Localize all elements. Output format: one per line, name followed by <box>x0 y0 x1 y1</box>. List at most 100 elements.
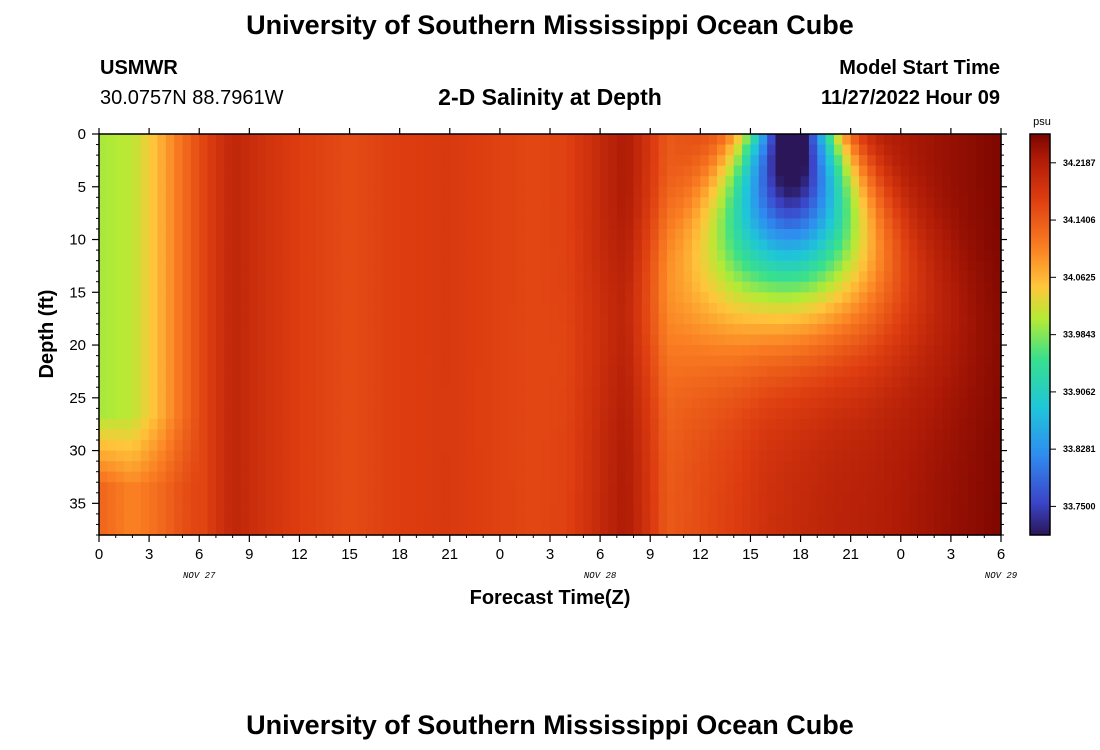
heatmap-cell <box>783 503 793 515</box>
heatmap-cell <box>833 155 843 167</box>
heatmap-cell <box>767 418 777 431</box>
heatmap-cell <box>608 239 618 251</box>
heatmap-cell <box>291 482 301 494</box>
heatmap-cell <box>767 450 777 462</box>
heatmap-cell <box>165 207 175 220</box>
heatmap-cell <box>625 250 635 262</box>
heatmap-cell <box>115 250 125 262</box>
heatmap-cell <box>115 524 125 536</box>
heatmap-cell <box>282 260 292 272</box>
heatmap-cell <box>959 197 969 209</box>
heatmap-cell <box>466 197 476 209</box>
heatmap-cell <box>942 239 952 251</box>
heatmap-cell <box>717 144 726 156</box>
heatmap-cell <box>349 228 359 241</box>
heatmap-cell <box>792 176 802 188</box>
heatmap-cell <box>884 334 894 346</box>
heatmap-cell <box>366 239 376 251</box>
heatmap-cell <box>149 492 159 504</box>
heatmap-cell <box>783 450 793 462</box>
heatmap-cell <box>591 250 601 262</box>
heatmap-cell <box>424 313 434 325</box>
heatmap-cell <box>666 197 676 209</box>
heatmap-cell <box>190 513 200 526</box>
heatmap-cell <box>132 503 142 515</box>
heatmap-cell <box>124 155 134 167</box>
heatmap-cell <box>917 228 927 241</box>
heatmap-cell <box>600 186 610 198</box>
y-tick-label: 30 <box>69 443 86 460</box>
heatmap-cell <box>399 334 409 346</box>
heatmap-cell <box>124 397 134 409</box>
heatmap-cell <box>591 218 601 230</box>
heatmap-cell <box>499 482 509 494</box>
heatmap-cell <box>157 260 167 272</box>
heatmap-cell <box>149 355 159 367</box>
heatmap-cell <box>950 387 960 399</box>
heatmap-cell <box>541 313 551 325</box>
heatmap-cell <box>140 271 150 283</box>
heatmap-cell <box>299 482 309 494</box>
heatmap-cell <box>575 323 585 336</box>
heatmap-cell <box>917 207 927 220</box>
heatmap-cell <box>174 355 184 367</box>
heatmap-cell <box>558 366 568 378</box>
heatmap-cell <box>875 440 885 452</box>
heatmap-cell <box>808 250 818 262</box>
heatmap-cell <box>207 250 217 262</box>
heatmap-cell <box>792 397 802 409</box>
heatmap-cell <box>190 176 200 188</box>
heatmap-cell <box>625 440 635 452</box>
heatmap-cell <box>575 334 585 346</box>
heatmap-cell <box>182 134 192 146</box>
heatmap-cell <box>775 471 785 483</box>
heatmap-cell <box>491 302 501 314</box>
heatmap-cell <box>725 492 735 504</box>
heatmap-cell <box>959 186 969 198</box>
heatmap-cell <box>458 471 468 483</box>
heatmap-cell <box>633 503 643 515</box>
heatmap-cell <box>875 387 885 399</box>
heatmap-cell <box>675 513 685 526</box>
heatmap-cell <box>391 471 401 483</box>
heatmap-cell <box>725 134 735 146</box>
heatmap-cell <box>666 186 676 198</box>
heatmap-cell <box>157 355 167 367</box>
heatmap-cell <box>433 134 443 146</box>
heatmap-cell <box>825 271 835 283</box>
heatmap-cell <box>174 218 184 230</box>
heatmap-cell <box>474 429 484 441</box>
heatmap-cell <box>257 165 267 177</box>
heatmap-cell <box>942 408 952 420</box>
heatmap-cell <box>600 207 610 220</box>
heatmap-cell <box>842 144 852 156</box>
heatmap-cell <box>182 524 192 536</box>
heatmap-cell <box>833 492 843 504</box>
heatmap-cell <box>399 345 409 357</box>
heatmap-cell <box>174 313 184 325</box>
heatmap-cell <box>232 450 242 462</box>
heatmap-cell <box>975 513 985 526</box>
heatmap-cell <box>650 429 660 441</box>
heatmap-cell <box>516 440 526 452</box>
heatmap-cell <box>516 176 526 188</box>
heatmap-cell <box>232 165 242 177</box>
heatmap-cell <box>533 355 543 367</box>
heatmap-cell <box>792 228 802 241</box>
heatmap-cell <box>767 176 777 188</box>
heatmap-cell <box>859 239 868 251</box>
heatmap-cell <box>884 271 894 283</box>
heatmap-cell <box>825 302 835 314</box>
heatmap-cell <box>825 292 835 304</box>
heatmap-cell <box>742 228 752 241</box>
heatmap-cell <box>240 271 250 283</box>
heatmap-cell <box>491 503 501 515</box>
heatmap-cell <box>867 492 877 504</box>
heatmap-cell <box>959 292 969 304</box>
heatmap-cell <box>833 345 843 357</box>
heatmap-cell <box>266 492 275 504</box>
heatmap-cell <box>274 513 284 526</box>
heatmap-cell <box>266 366 275 378</box>
heatmap-cell <box>608 155 618 167</box>
heatmap-cell <box>408 482 417 494</box>
